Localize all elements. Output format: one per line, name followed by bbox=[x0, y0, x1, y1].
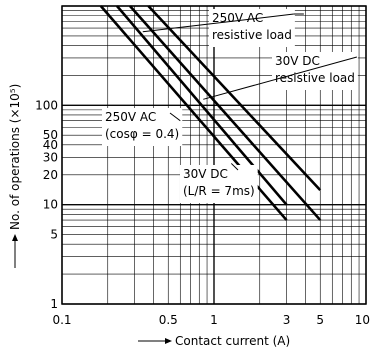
x-tick-label: 0.1 bbox=[52, 313, 71, 327]
grid bbox=[61, 5, 367, 305]
annotation-text: 250V AC bbox=[105, 110, 156, 124]
y-tick-label: 100 bbox=[35, 98, 58, 112]
x-axis-label-group: Contact current (A) bbox=[138, 334, 290, 348]
x-axis-arrow-head bbox=[165, 338, 172, 344]
y-axis-label-group: No. of operations (×10⁵) bbox=[8, 84, 22, 268]
y-tick-label: 20 bbox=[43, 168, 58, 182]
y-axis-label: No. of operations (×10⁵) bbox=[8, 84, 22, 230]
annotation-text: 250V AC bbox=[212, 11, 263, 25]
annotation-bg bbox=[102, 108, 183, 146]
ann-250vac-resistive: 250V AC resistive load bbox=[142, 9, 304, 47]
annotation-leader bbox=[203, 56, 358, 100]
y-tick-label: 40 bbox=[43, 138, 58, 152]
annotations: 250V AC resistive load 30V DC resistive loa… bbox=[102, 9, 358, 203]
y-axis-arrow-head bbox=[12, 234, 18, 241]
y-tick-label: 10 bbox=[43, 198, 58, 212]
annotation-text: resistive load bbox=[275, 71, 355, 85]
annotation-text: resistive load bbox=[212, 28, 292, 42]
annotation-text: 30V DC bbox=[183, 167, 228, 181]
y-tick-label: 30 bbox=[43, 150, 58, 164]
x-tick-labels: 0.1 0.5 1 3 5 10 bbox=[52, 313, 370, 327]
annotation-bg bbox=[272, 52, 358, 90]
y-tick-label: 50 bbox=[43, 128, 58, 142]
x-tick-label: 5 bbox=[316, 313, 324, 327]
ann-250vac-cos: 250V AC (cosφ = 0.4) bbox=[102, 108, 183, 146]
annotation-leader bbox=[142, 13, 294, 33]
y-tick-label: 5 bbox=[50, 228, 58, 242]
annotation-leader bbox=[230, 163, 239, 171]
series-line-3 bbox=[128, 5, 322, 221]
x-tick-label: 10 bbox=[355, 313, 370, 327]
annotation-text: 30V DC bbox=[275, 54, 320, 68]
x-tick-label: 0.5 bbox=[159, 313, 178, 327]
x-tick-label: 1 bbox=[210, 313, 218, 327]
series-lines bbox=[99, 5, 322, 221]
x-tick-label: 3 bbox=[283, 313, 291, 327]
series-line-4 bbox=[147, 5, 322, 192]
annotation-leader bbox=[169, 112, 181, 122]
ann-30vdc-resistive: 30V DC resistive load bbox=[203, 52, 358, 100]
annotation-text: (L/R = 7ms) bbox=[183, 184, 255, 198]
y-tick-label: 1 bbox=[50, 297, 58, 311]
annotation-bg bbox=[180, 165, 258, 203]
series-line-2 bbox=[115, 5, 288, 206]
annotation-text: (cosφ = 0.4) bbox=[105, 127, 179, 141]
ann-30vdc-lr: 30V DC (L/R = 7ms) bbox=[180, 163, 258, 203]
x-axis-label: Contact current (A) bbox=[175, 334, 290, 348]
plot-frame bbox=[61, 5, 367, 305]
